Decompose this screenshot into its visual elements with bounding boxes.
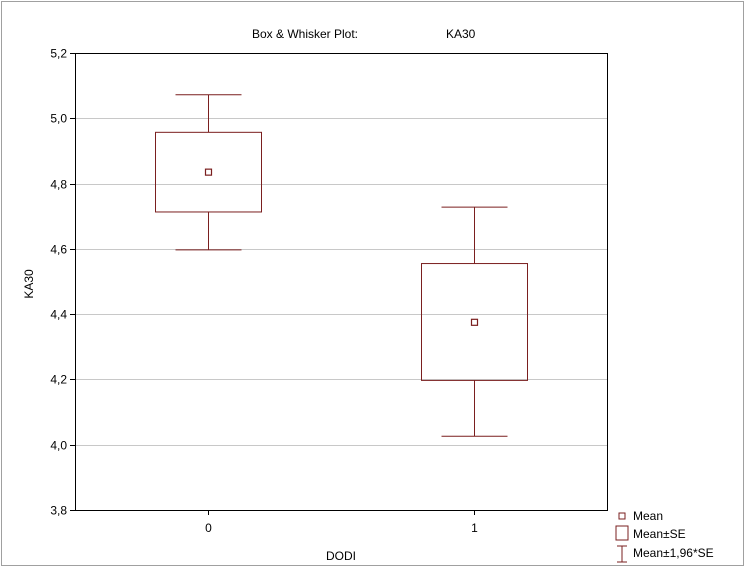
- y-tick-label: 4,4: [50, 308, 67, 322]
- legend-mean-marker: [618, 512, 626, 520]
- se-box: [155, 131, 262, 213]
- se-box: [421, 263, 528, 381]
- legend: Mean Mean±SE Mean±1,96*SE: [615, 509, 714, 563]
- x-tick-label: 0: [205, 521, 212, 535]
- y-tick-label: 5,2: [50, 47, 67, 61]
- y-tick-label: 4,2: [50, 373, 67, 387]
- y-axis-label: KA30: [22, 269, 36, 299]
- y-tick-label: 5,0: [50, 112, 67, 126]
- legend-se-label: Mean±SE: [633, 527, 686, 541]
- y-tick-label: 4,0: [50, 439, 67, 453]
- grid-layer: [75, 118, 607, 446]
- chart-title: Box & Whisker Plot:: [252, 27, 358, 41]
- legend-se-marker: [615, 525, 629, 541]
- x-axis-label: DODI: [326, 549, 356, 563]
- mean-marker: [470, 318, 479, 326]
- mean-marker: [204, 168, 213, 176]
- legend-ci-marker: [617, 545, 627, 563]
- plot-frame: [75, 53, 608, 511]
- y-tick-label: 4,8: [50, 178, 67, 192]
- y-tick-label: 4,6: [50, 243, 67, 257]
- y-tick-layer: 3,8 4,0 4,2 4,4 4,6 4,8 5,0 5,2: [50, 47, 75, 518]
- chart-subtitle: KA30: [446, 27, 476, 41]
- y-tick-label: 3,8: [50, 504, 67, 518]
- legend-mean-label: Mean: [633, 509, 663, 523]
- x-tick-label: 1: [471, 521, 478, 535]
- box-group-1: [421, 206, 528, 437]
- legend-ci-label: Mean±1,96*SE: [633, 546, 714, 560]
- box-layer: [155, 94, 528, 437]
- box-group-0: [155, 94, 262, 251]
